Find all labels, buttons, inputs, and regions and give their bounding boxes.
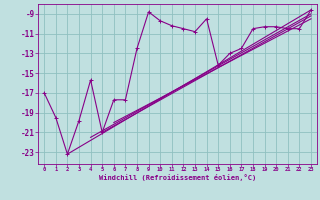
X-axis label: Windchill (Refroidissement éolien,°C): Windchill (Refroidissement éolien,°C) xyxy=(99,174,256,181)
